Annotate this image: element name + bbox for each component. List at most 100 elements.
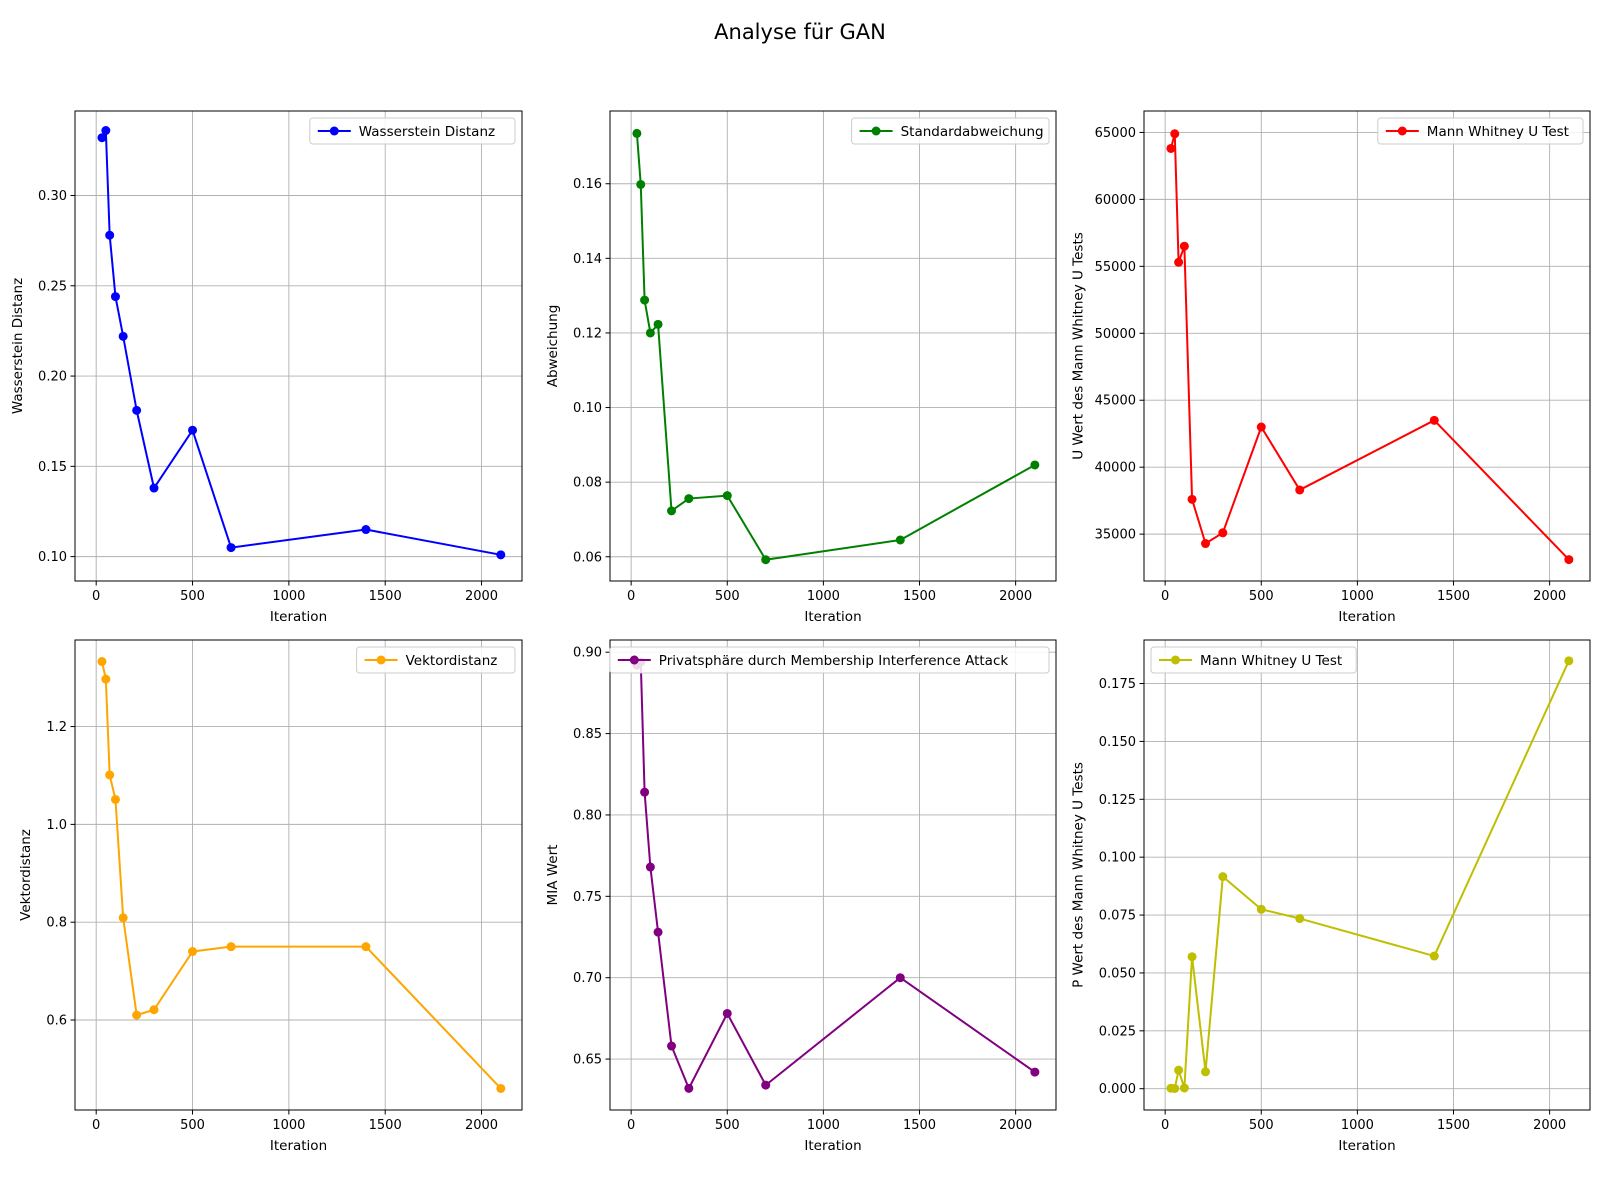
x-tick-label: 1500 bbox=[369, 1118, 402, 1133]
data-point bbox=[1429, 951, 1439, 961]
x-tick-label: 1000 bbox=[272, 589, 305, 604]
data-point bbox=[496, 1083, 506, 1093]
y-tick-label: 0.20 bbox=[38, 370, 67, 385]
data-point bbox=[1429, 415, 1439, 425]
legend-marker bbox=[329, 126, 339, 136]
data-point bbox=[1218, 872, 1228, 882]
data-point bbox=[722, 1008, 732, 1018]
y-tick-label: 0.125 bbox=[1099, 793, 1136, 808]
data-point bbox=[149, 483, 159, 493]
y-axis-label: U Wert des Mann Whitney U Tests bbox=[1071, 232, 1087, 460]
data-point bbox=[1170, 129, 1180, 139]
data-point bbox=[101, 674, 111, 684]
legend-marker bbox=[376, 655, 386, 665]
x-tick-label: 0 bbox=[1161, 1118, 1169, 1133]
data-point bbox=[640, 787, 650, 797]
y-tick-label: 0.14 bbox=[573, 252, 602, 267]
x-tick-label: 500 bbox=[715, 1118, 740, 1133]
x-tick-label: 1500 bbox=[1437, 1118, 1470, 1133]
data-point bbox=[361, 942, 371, 952]
y-tick-label: 0.06 bbox=[573, 550, 602, 565]
data-point bbox=[1030, 1067, 1040, 1077]
y-tick-label: 45000 bbox=[1095, 394, 1136, 409]
data-point bbox=[149, 1005, 159, 1015]
legend-box bbox=[1150, 646, 1357, 674]
y-tick-label: 0.175 bbox=[1099, 677, 1136, 692]
subplot-4: 0 500 1000 1500 2000 0.6 0.8 1.0 1.2 Iteration Vek… bbox=[18, 639, 523, 1154]
x-tick-label: 1000 bbox=[1341, 1118, 1374, 1133]
data-point bbox=[1179, 241, 1189, 251]
y-tick-label: 0.12 bbox=[573, 326, 602, 341]
data-point bbox=[118, 913, 128, 923]
y-tick-label: 0.6 bbox=[46, 1014, 67, 1029]
data-point bbox=[132, 1010, 142, 1020]
data-point bbox=[684, 494, 694, 504]
x-axis-label: Iteration bbox=[804, 1138, 861, 1154]
subplot-5: 0 500 1000 1500 2000 0.65 0.70 0.75 0.80 0.85 0.90… bbox=[545, 639, 1057, 1154]
legend-box bbox=[609, 646, 1050, 674]
legend-box bbox=[851, 117, 1050, 145]
y-tick-label: 0.65 bbox=[573, 1053, 602, 1068]
legend-marker bbox=[1397, 126, 1407, 136]
y-tick-label: 0.08 bbox=[573, 476, 602, 491]
legend: Mann Whitney U Test bbox=[1377, 117, 1584, 145]
data-point bbox=[496, 550, 506, 560]
x-tick-label: 2000 bbox=[1533, 1118, 1566, 1133]
x-tick-label: 2000 bbox=[999, 1118, 1032, 1133]
x-tick-label: 500 bbox=[715, 589, 740, 604]
y-axis-label: P Wert des Mann Whitney U Tests bbox=[1071, 762, 1087, 988]
subplot-6: 0 500 1000 1500 2000 0.000 0.025 0.050 0.075 0.10… bbox=[1071, 639, 1591, 1154]
x-tick-label: 2000 bbox=[465, 589, 498, 604]
data-point bbox=[118, 331, 128, 341]
axes-frame bbox=[1143, 639, 1591, 1111]
data-point bbox=[188, 425, 198, 435]
y-axis-label: Abweichung bbox=[545, 305, 561, 388]
y-tick-label: 0.050 bbox=[1099, 966, 1136, 981]
data-point bbox=[1295, 914, 1305, 924]
x-tick-label: 1000 bbox=[807, 589, 840, 604]
data-point bbox=[667, 506, 677, 516]
data-point bbox=[1179, 1083, 1189, 1093]
legend-box bbox=[1377, 117, 1584, 145]
data-point bbox=[722, 491, 732, 501]
data-point bbox=[1295, 485, 1305, 495]
x-tick-label: 500 bbox=[1249, 589, 1274, 604]
y-axis-label: MIA Wert bbox=[545, 845, 561, 906]
y-tick-label: 60000 bbox=[1095, 193, 1136, 208]
data-point bbox=[361, 525, 371, 535]
y-tick-label: 0.075 bbox=[1099, 909, 1136, 924]
data-point bbox=[132, 405, 142, 415]
data-point bbox=[105, 770, 115, 780]
x-tick-label: 2000 bbox=[465, 1118, 498, 1133]
data-point bbox=[110, 292, 120, 302]
data-point bbox=[761, 555, 771, 565]
y-tick-label: 0.025 bbox=[1099, 1024, 1136, 1039]
data-point bbox=[110, 794, 120, 804]
legend: Standardabweichung bbox=[851, 117, 1050, 145]
x-axis-label: Iteration bbox=[1338, 609, 1395, 625]
x-tick-label: 2000 bbox=[999, 589, 1032, 604]
legend-marker bbox=[629, 655, 639, 665]
axes-frame bbox=[1143, 110, 1591, 582]
subplot-1: 0 500 1000 1500 2000 0.10 0.15 0.20 0.25 0.30 Iter… bbox=[10, 110, 523, 625]
x-tick-label: 1500 bbox=[1437, 589, 1470, 604]
legend-label: Mann Whitney U Test bbox=[1427, 124, 1569, 140]
data-point bbox=[1187, 494, 1197, 504]
x-tick-label: 0 bbox=[627, 589, 635, 604]
y-tick-label: 0.90 bbox=[573, 646, 602, 661]
y-tick-label: 0.10 bbox=[573, 401, 602, 416]
y-tick-label: 55000 bbox=[1095, 260, 1136, 275]
legend-label: Mann Whitney U Test bbox=[1200, 653, 1342, 669]
legend: Privatsphäre durch Membership Interferen… bbox=[609, 646, 1050, 674]
axes-frame bbox=[74, 110, 523, 582]
legend-marker bbox=[871, 126, 881, 136]
data-point bbox=[636, 179, 646, 189]
data-point bbox=[188, 947, 198, 957]
x-tick-label: 0 bbox=[627, 1118, 635, 1133]
x-tick-label: 0 bbox=[92, 1118, 100, 1133]
data-point bbox=[684, 1083, 694, 1093]
x-tick-label: 500 bbox=[1249, 1118, 1274, 1133]
data-point bbox=[1166, 143, 1176, 153]
y-tick-label: 0.75 bbox=[573, 890, 602, 905]
data-point bbox=[97, 133, 107, 143]
